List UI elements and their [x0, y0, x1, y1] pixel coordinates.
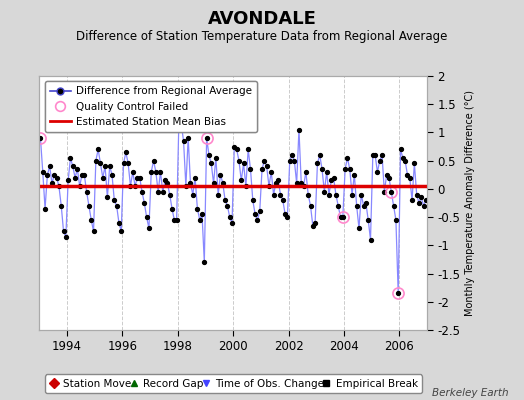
Text: Difference of Station Temperature Data from Regional Average: Difference of Station Temperature Data f…	[77, 30, 447, 43]
Text: AVONDALE: AVONDALE	[208, 10, 316, 28]
Y-axis label: Monthly Temperature Anomaly Difference (°C): Monthly Temperature Anomaly Difference (…	[465, 90, 475, 316]
Legend: Station Move, Record Gap, Time of Obs. Change, Empirical Break: Station Move, Record Gap, Time of Obs. C…	[45, 374, 422, 393]
Legend: Difference from Regional Average, Quality Control Failed, Estimated Station Mean: Difference from Regional Average, Qualit…	[45, 81, 257, 132]
Text: Berkeley Earth: Berkeley Earth	[432, 388, 508, 398]
